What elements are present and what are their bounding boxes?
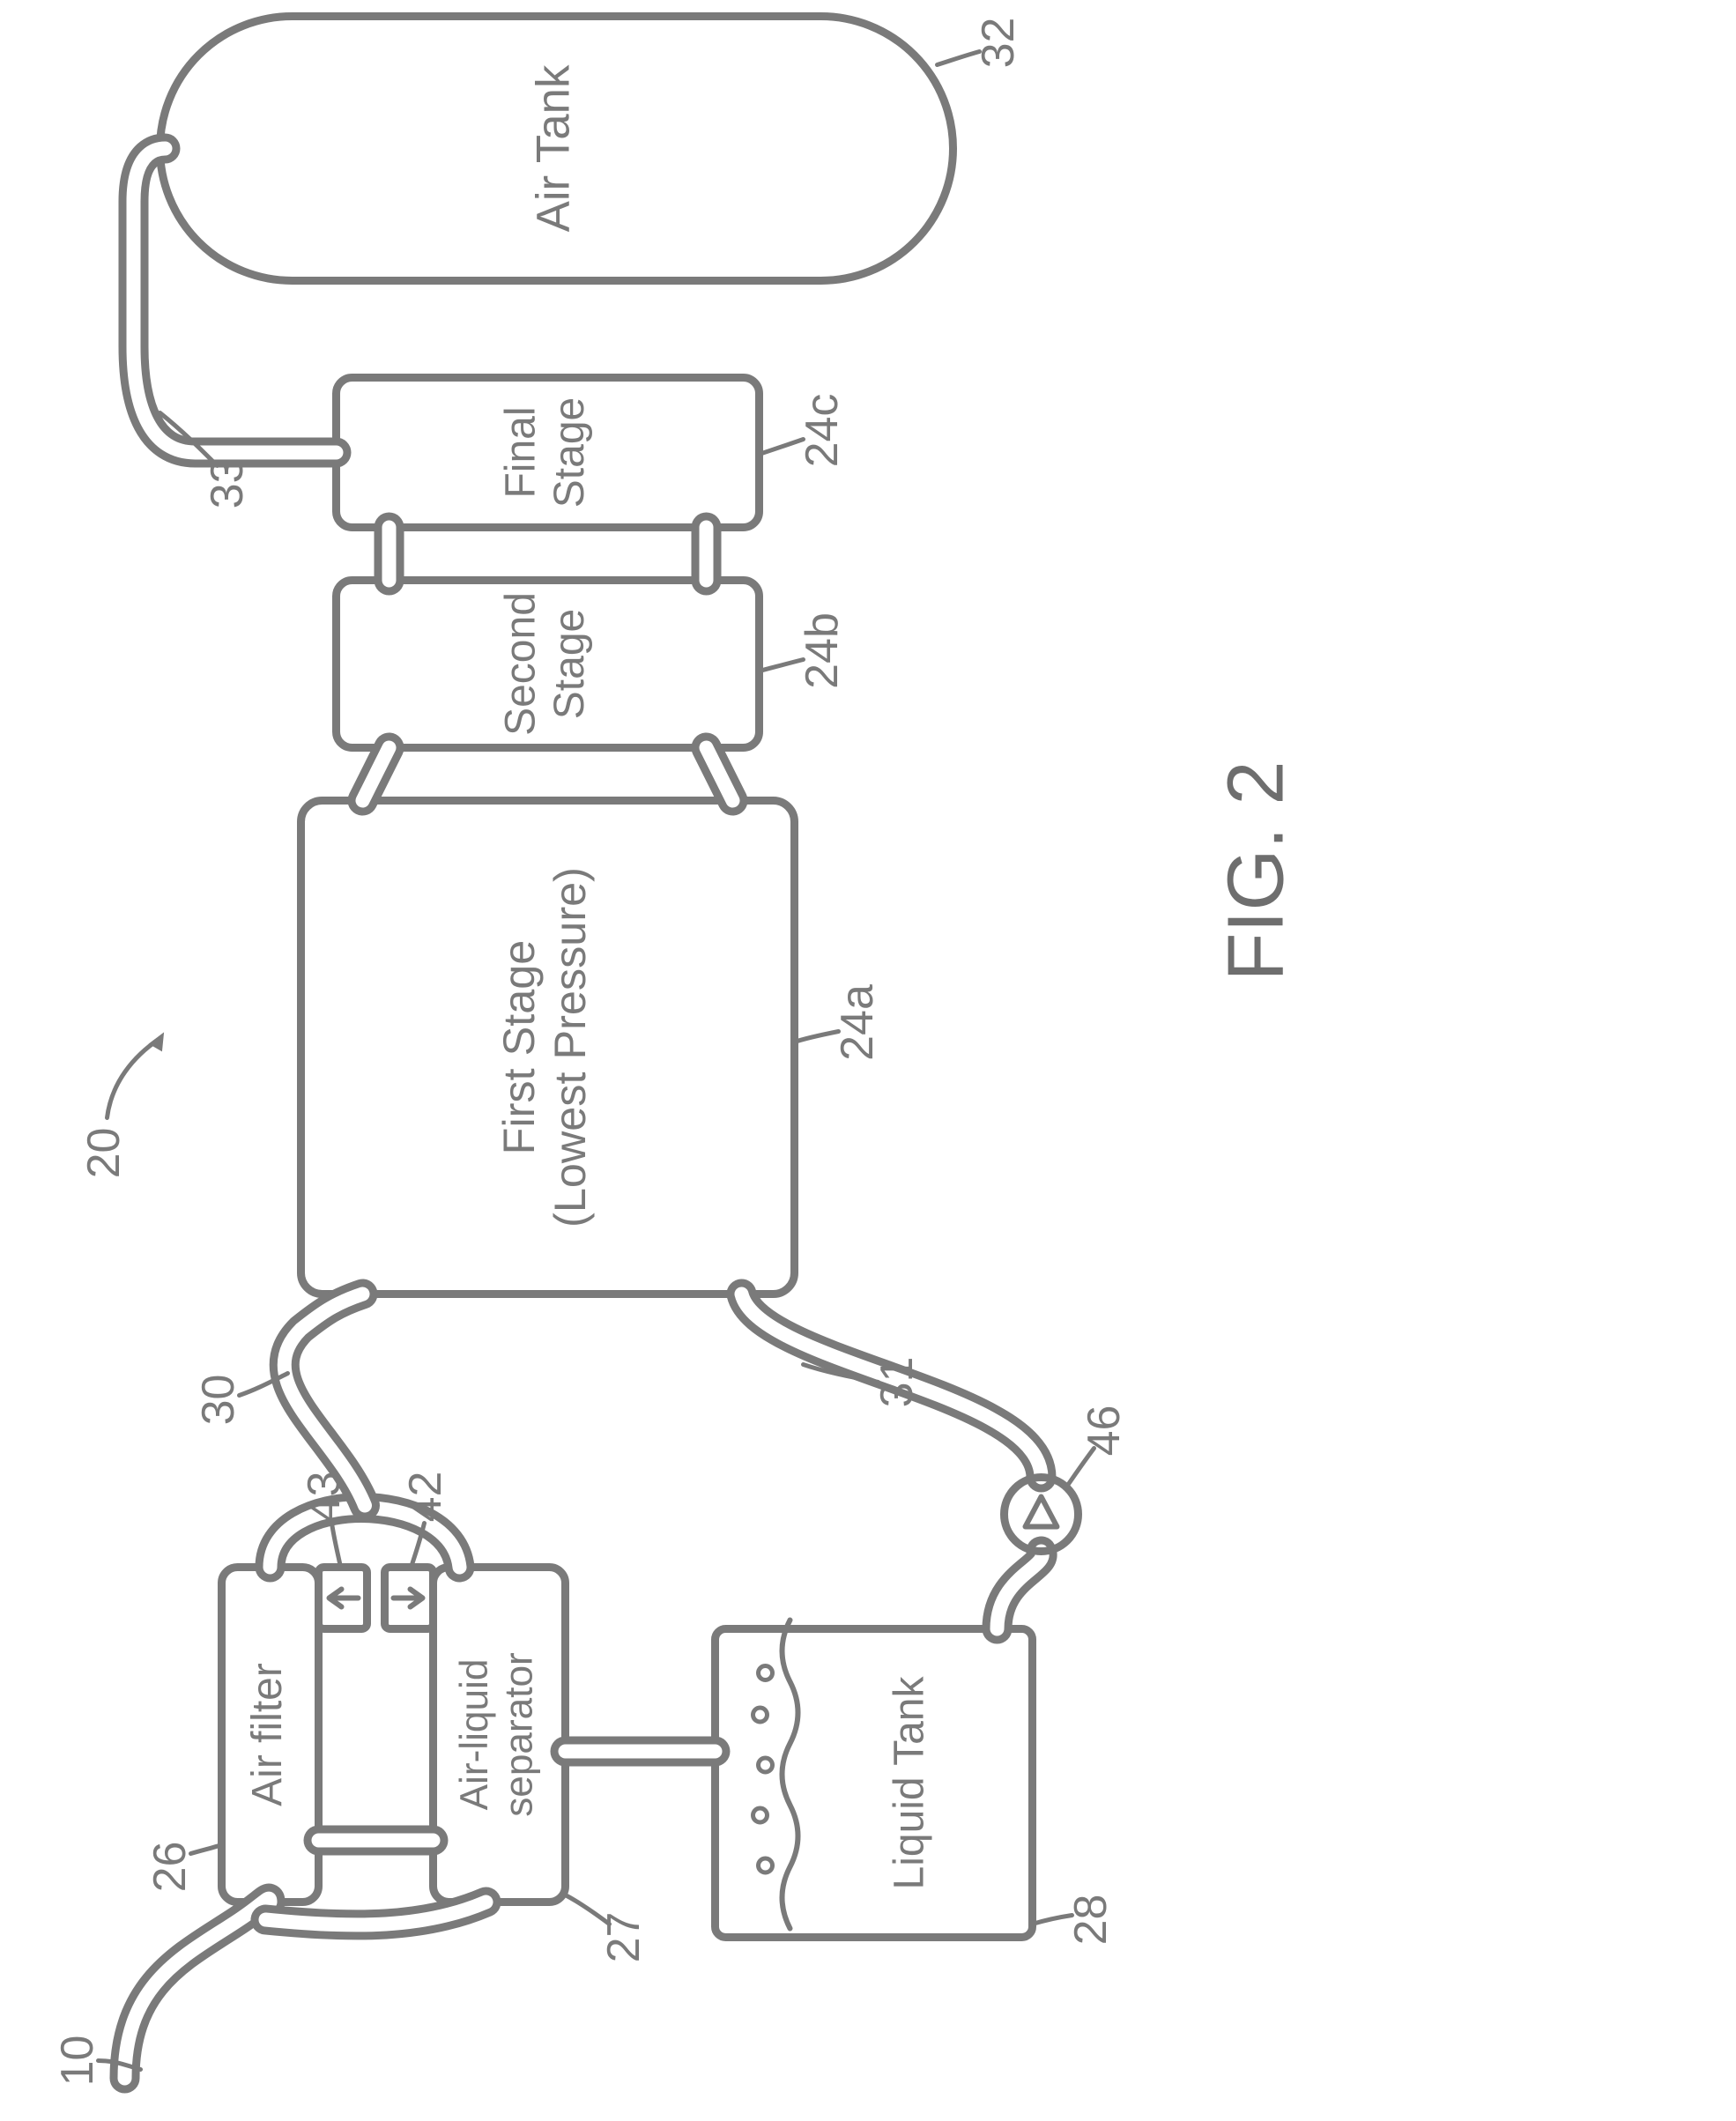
separator-label: separator [498, 1652, 541, 1817]
ref-24a: 24a [832, 984, 883, 1061]
ref-28: 28 [1065, 1895, 1117, 1946]
bubble [759, 1666, 773, 1680]
ref-42: 42 [400, 1472, 451, 1523]
check-valve-upper-arrow-icon [330, 1590, 359, 1607]
ref-20: 20 [78, 1128, 130, 1179]
air-tank-label: Air Tank [527, 64, 579, 232]
bubble [759, 1858, 773, 1873]
diagram-root: Air filter Air-liquidseparator Liquid Tank… [52, 17, 1300, 2087]
leader-20 [108, 1039, 160, 1118]
liquid-tank-block [716, 1629, 1033, 1938]
air-filter-label: Air filter [244, 1663, 291, 1806]
check-valve-lower-arrow-icon [394, 1590, 423, 1607]
ref-30: 30 [193, 1375, 244, 1426]
ref-26: 26 [145, 1842, 196, 1893]
ref-10: 10 [52, 2036, 103, 2087]
figure-caption: FIG. 2 [1212, 760, 1300, 981]
leader-20-arrow-icon [150, 1034, 164, 1051]
ref-46: 46 [1079, 1405, 1130, 1457]
bubble [759, 1758, 773, 1772]
separator-label: Air-liquid [453, 1659, 496, 1811]
pump-triangle-icon [1026, 1497, 1057, 1527]
stage2-label: Stage [546, 609, 593, 719]
stage1-label: (Lowest Pressure) [545, 867, 595, 1227]
bubble [753, 1808, 768, 1822]
ref-24b: 24b [797, 612, 848, 689]
stage3-label: Stage [546, 397, 593, 508]
leader-27 [566, 1895, 610, 1924]
stage2-label: Second [498, 592, 545, 736]
liquid-tank-label: Liquid Tank [886, 1676, 932, 1890]
ref-32: 32 [973, 18, 1024, 69]
ref-24c: 24c [797, 394, 848, 468]
liquid-surface [783, 1620, 798, 1929]
stage3-label: Final [498, 406, 545, 498]
stage1-label: First Stage [493, 940, 544, 1155]
ref-43: 43 [299, 1472, 350, 1523]
leader-43 [332, 1524, 341, 1568]
bubble [753, 1708, 768, 1722]
ref-33: 33 [202, 458, 253, 509]
